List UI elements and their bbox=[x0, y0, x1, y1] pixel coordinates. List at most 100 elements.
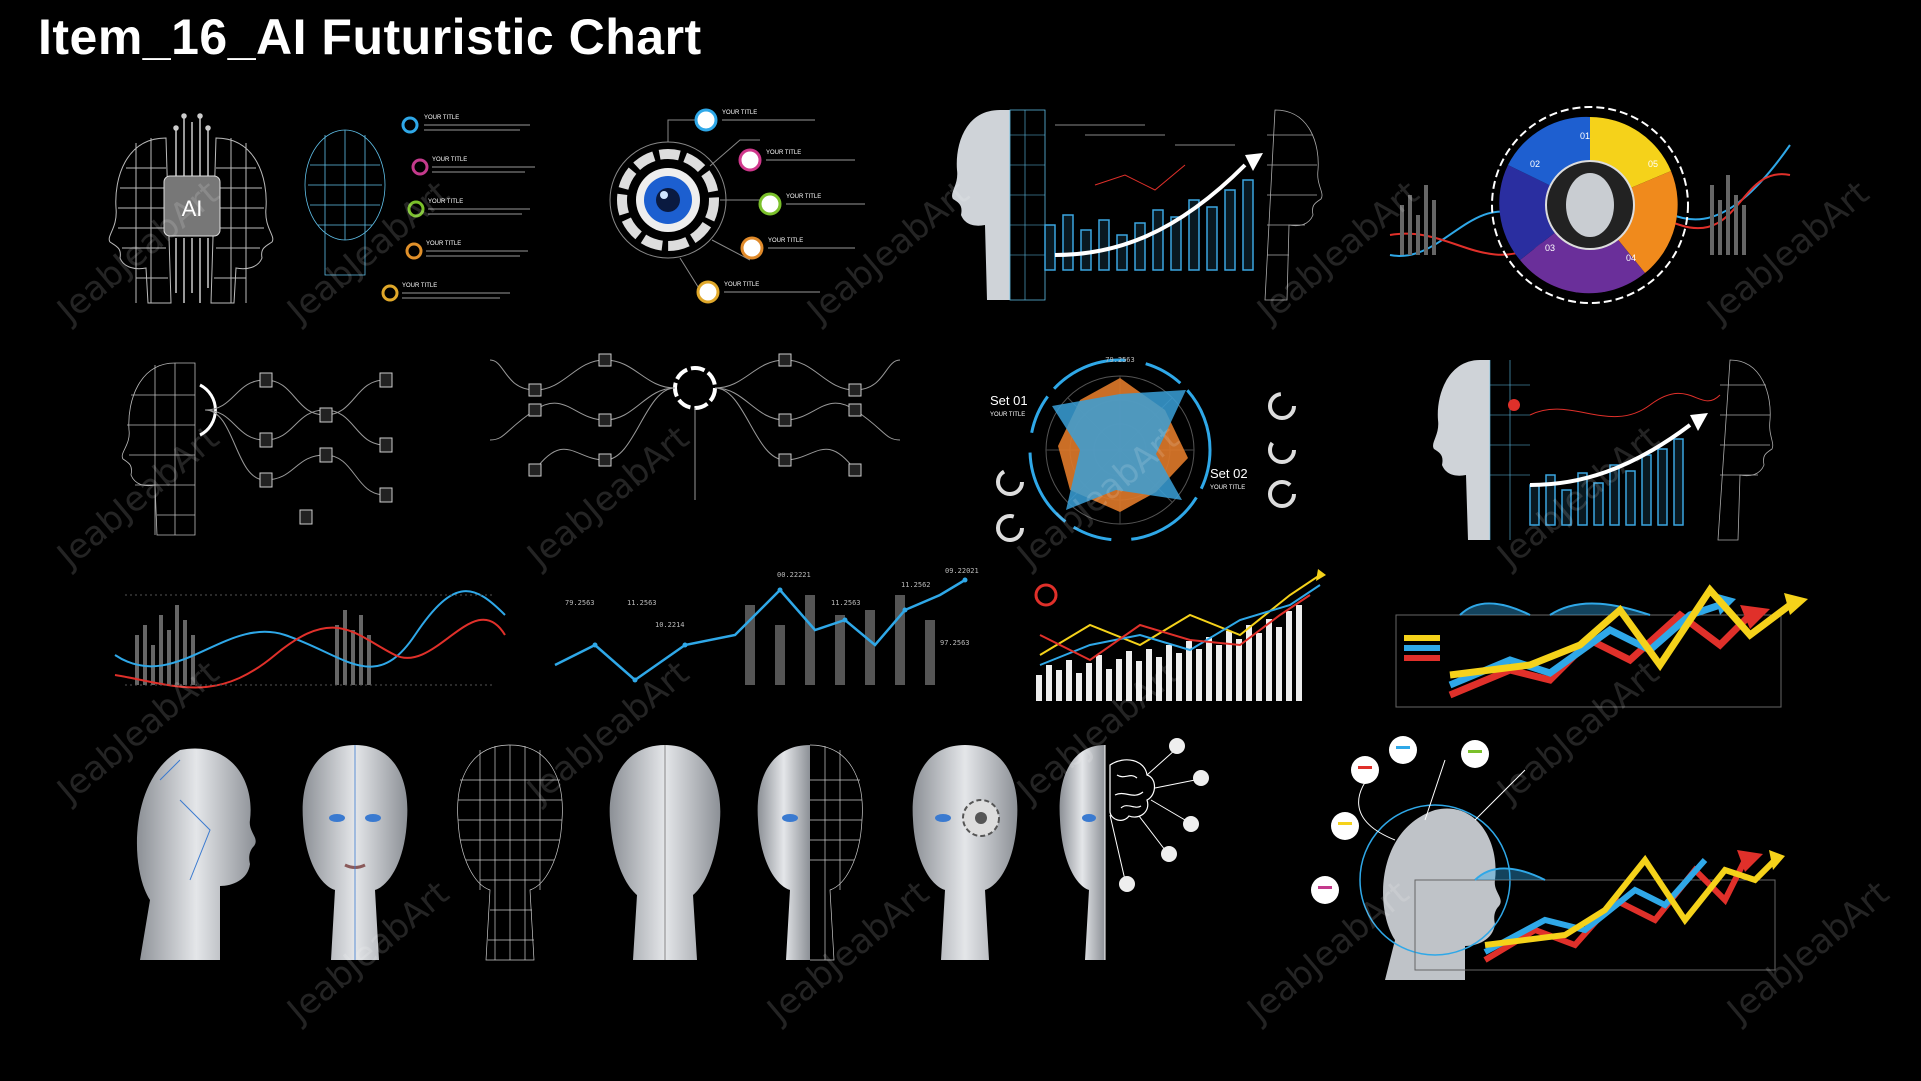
eye-item-title-5: YOUR TITLE bbox=[724, 282, 759, 288]
wave-line-chart bbox=[114, 575, 506, 705]
multi-line-bar-chart bbox=[1030, 565, 1330, 705]
radar-top-value: 79.2563 bbox=[1105, 356, 1135, 364]
background-bars bbox=[1400, 175, 1746, 255]
radar-set2-label: Set 02 bbox=[1210, 466, 1248, 481]
eye-item-title-2: YOUR TITLE bbox=[766, 150, 801, 156]
point-label-1: 79.2563 bbox=[565, 599, 595, 607]
segment-number-2: 02 bbox=[1530, 159, 1540, 169]
radar-set1-sub: YOUR TITLE bbox=[990, 412, 1025, 418]
background-bars bbox=[745, 595, 935, 685]
robot-head-brain bbox=[1059, 738, 1209, 960]
list-title-4: YOUR TITLE bbox=[426, 241, 461, 247]
symmetric-flow-network bbox=[485, 350, 905, 505]
bar-chart bbox=[1529, 438, 1684, 526]
point-label-2: 11.2563 bbox=[627, 599, 657, 607]
brain-icon bbox=[1109, 759, 1156, 821]
radar-series-set1 bbox=[1052, 390, 1186, 510]
red-arrow-line bbox=[1483, 858, 1748, 963]
flow-nodes bbox=[528, 353, 862, 477]
robot-head-profile bbox=[1383, 808, 1501, 980]
data-point-markers bbox=[592, 577, 968, 683]
segment-number-3: 03 bbox=[1545, 243, 1555, 253]
radar-outer-ring bbox=[1028, 358, 1212, 542]
point-label-4: 00.22221 bbox=[777, 571, 811, 579]
robot-head-left bbox=[952, 109, 1046, 301]
point-label-8: 97.2563 bbox=[940, 639, 970, 647]
yellow-line bbox=[1039, 574, 1321, 656]
robot-head-gear-eye bbox=[912, 745, 1018, 960]
robot-face-icon bbox=[1566, 173, 1614, 237]
eye-item-title-4: YOUR TITLE bbox=[768, 238, 803, 244]
yellow-arrow-line bbox=[1449, 584, 1793, 679]
point-label-6: 11.2562 bbox=[901, 581, 931, 589]
bar-chart bbox=[1044, 179, 1254, 271]
segment-number-5: 05 bbox=[1648, 159, 1658, 169]
robot-head-left bbox=[1433, 360, 1490, 540]
flow-lines bbox=[489, 359, 901, 500]
circuit-lines bbox=[173, 113, 211, 303]
mini-gauges bbox=[996, 392, 1296, 542]
trend-arrow bbox=[1054, 163, 1247, 257]
wireframe-head-front bbox=[457, 744, 563, 961]
point-label-3: 10.2214 bbox=[655, 621, 685, 629]
red-wave-line bbox=[114, 618, 506, 689]
eye-ring-infographic: YOUR TITLE YOUR TITLE YOUR TITLE YOUR TI… bbox=[600, 100, 870, 310]
flow-nodes bbox=[259, 372, 393, 525]
robot-head-right bbox=[1717, 359, 1774, 541]
robot-faces-bar-chart bbox=[945, 105, 1325, 305]
blue-data-line bbox=[554, 578, 966, 682]
segment-ring-chart: 01 02 03 04 05 bbox=[1380, 105, 1800, 305]
robot-heads-row bbox=[120, 720, 1230, 980]
flow-lines bbox=[204, 379, 386, 496]
wireframe-head-left bbox=[108, 137, 172, 304]
blue-wave-line bbox=[114, 590, 506, 668]
page-title: Item_16_AI Futuristic Chart bbox=[38, 9, 702, 65]
wireframe-face bbox=[304, 129, 386, 276]
legend-bars bbox=[1404, 635, 1440, 661]
white-bars bbox=[1036, 605, 1302, 701]
background-bars bbox=[135, 605, 371, 685]
ai-chip-label: AI bbox=[182, 196, 203, 221]
trend-arrow bbox=[1529, 423, 1692, 487]
red-line bbox=[1039, 594, 1311, 662]
robot-head-right bbox=[1264, 109, 1323, 301]
ai-chip bbox=[163, 175, 221, 237]
blue-line bbox=[1039, 584, 1321, 666]
radar-set1-label: Set 01 bbox=[990, 393, 1028, 408]
face-list-infographic: YOUR TITLE YOUR TITLE YOUR TITLE YOUR TI… bbox=[290, 105, 550, 305]
robot-head-profile bbox=[136, 748, 256, 960]
arrow-head-icon bbox=[1245, 153, 1263, 171]
center-gear-icon bbox=[673, 366, 717, 410]
robot-head-half-wireframe bbox=[757, 744, 863, 961]
radar-set2-sub: YOUR TITLE bbox=[1210, 485, 1245, 491]
list-title-3: YOUR TITLE bbox=[428, 199, 463, 205]
segment-number-4: 04 bbox=[1626, 253, 1636, 263]
eye-infographic-items: YOUR TITLE YOUR TITLE YOUR TITLE YOUR TI… bbox=[694, 108, 865, 304]
list-title-5: YOUR TITLE bbox=[402, 283, 437, 289]
info-bubbles bbox=[1311, 736, 1489, 904]
radar-chart-panel: 79.2563 Set 01 YOUR TITLE Set 02 YOUR TI… bbox=[920, 350, 1330, 555]
list-title-2: YOUR TITLE bbox=[432, 157, 467, 163]
gauge-arc bbox=[199, 383, 217, 437]
yellow-arrow-line bbox=[1484, 854, 1778, 948]
zigzag-arrows-chart bbox=[1390, 575, 1810, 710]
eye-item-title-3: YOUR TITLE bbox=[786, 194, 821, 200]
head-infographic-zigzag bbox=[1285, 730, 1785, 980]
blue-line-chart: 79.2563 11.2563 10.2214 00.22221 11.2563… bbox=[545, 565, 990, 705]
list-title-1: YOUR TITLE bbox=[424, 115, 459, 121]
red-arrow-line bbox=[1448, 610, 1753, 699]
robot-faces-bar-chart-2 bbox=[1430, 355, 1775, 545]
eye-ring bbox=[609, 141, 727, 259]
head-back-view bbox=[609, 745, 721, 960]
ai-chip-heads-panel: AI bbox=[96, 108, 286, 308]
arrow-head-icon bbox=[1690, 413, 1708, 431]
head-flow-network bbox=[115, 355, 445, 540]
eye-item-title-1: YOUR TITLE bbox=[722, 110, 757, 116]
robot-head-front bbox=[302, 745, 408, 960]
wireframe-head-right bbox=[210, 137, 274, 304]
wireframe-head bbox=[121, 362, 196, 536]
segment-number-1: 01 bbox=[1580, 131, 1590, 141]
point-label-7: 09.22021 bbox=[945, 567, 979, 575]
connection-nodes bbox=[1119, 738, 1209, 892]
point-label-5: 11.2563 bbox=[831, 599, 861, 607]
